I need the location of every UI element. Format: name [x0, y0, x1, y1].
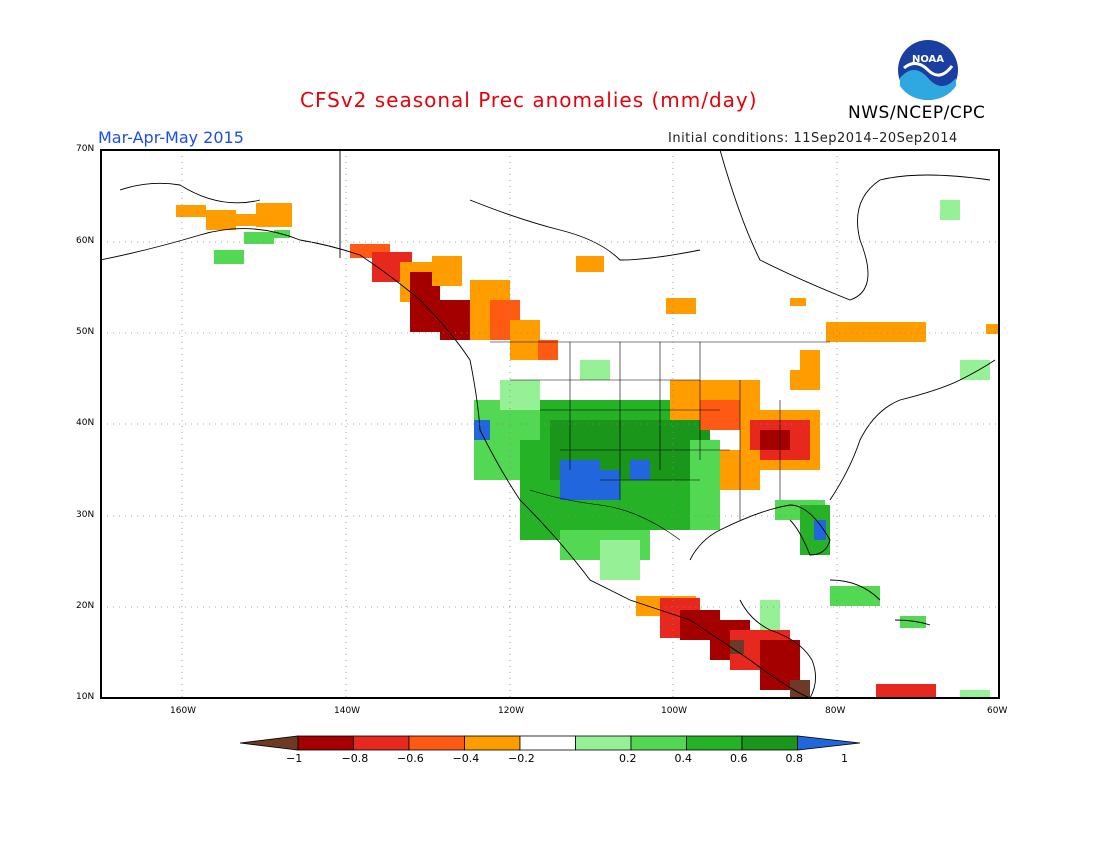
colorbar-swatch	[519, 735, 576, 751]
chart-title: CFSv2 seasonal Prec anomalies (mm/day)	[300, 88, 758, 112]
colorbar-swatch	[408, 735, 465, 751]
org-label: NWS/NCEP/CPC	[848, 103, 986, 123]
colorbar-tick-label: −0.6	[397, 752, 424, 765]
colorbar-swatch	[297, 735, 354, 751]
lat-label: 70N	[76, 144, 95, 154]
coastlines	[101, 150, 996, 698]
lon-label: 140W	[334, 706, 361, 716]
anomaly-florida	[775, 500, 830, 555]
colorbar-tick-label: −0.8	[341, 752, 369, 765]
lon-label: 60W	[987, 706, 1008, 716]
anomaly-alaska	[176, 203, 292, 230]
colorbar-min-arrow	[239, 735, 299, 751]
colorbar-swatch	[630, 735, 687, 751]
graticule	[101, 150, 999, 698]
lat-label: 60N	[76, 236, 95, 246]
anomaly-mexico	[636, 596, 810, 698]
colorbar-tick-label: −0.4	[452, 752, 480, 765]
colorbar-tick-label: 0.6	[730, 752, 748, 765]
noaa-logo: NOAA	[898, 40, 958, 100]
colorbar-tick-label: 0.8	[785, 752, 804, 765]
lon-label: 100W	[661, 706, 688, 716]
colorbar-tick-label: −0.2	[508, 752, 535, 765]
colorbar-swatch	[353, 735, 410, 751]
lat-label: 50N	[76, 327, 95, 337]
colorbar	[239, 735, 861, 751]
lat-label: 40N	[76, 418, 95, 428]
colorbar-swatch	[464, 735, 521, 751]
colorbar-max-arrow	[797, 735, 861, 751]
colorbar-swatch	[741, 735, 798, 751]
lon-label: 160W	[170, 706, 197, 716]
lon-label: 80W	[825, 706, 846, 716]
anomaly-pnw	[350, 244, 558, 360]
colorbar-tick-label: 0.4	[674, 752, 693, 765]
colorbar-tick-label: 0.2	[619, 752, 637, 765]
colorbar-tick-label: −1	[286, 752, 303, 765]
colorbar-tick-label: 1	[841, 752, 848, 765]
colorbar-swatch	[686, 735, 743, 751]
initial-conditions-label: Initial conditions: 11Sep2014–20Sep2014	[668, 131, 958, 146]
noaa-logo-text: NOAA	[912, 54, 944, 65]
lat-label: 30N	[76, 510, 95, 520]
lat-label: 10N	[76, 692, 95, 702]
anomaly-southwest	[474, 360, 720, 580]
map-frame	[100, 149, 1000, 699]
colorbar-swatch	[575, 735, 632, 751]
lat-label: 20N	[76, 601, 95, 611]
season-label: Mar-Apr-May 2015	[98, 128, 244, 147]
lon-label: 120W	[498, 706, 525, 716]
anomaly-alaska-wet	[214, 230, 290, 264]
political-borders	[490, 341, 830, 541]
anomaly-caribbean	[830, 200, 990, 698]
